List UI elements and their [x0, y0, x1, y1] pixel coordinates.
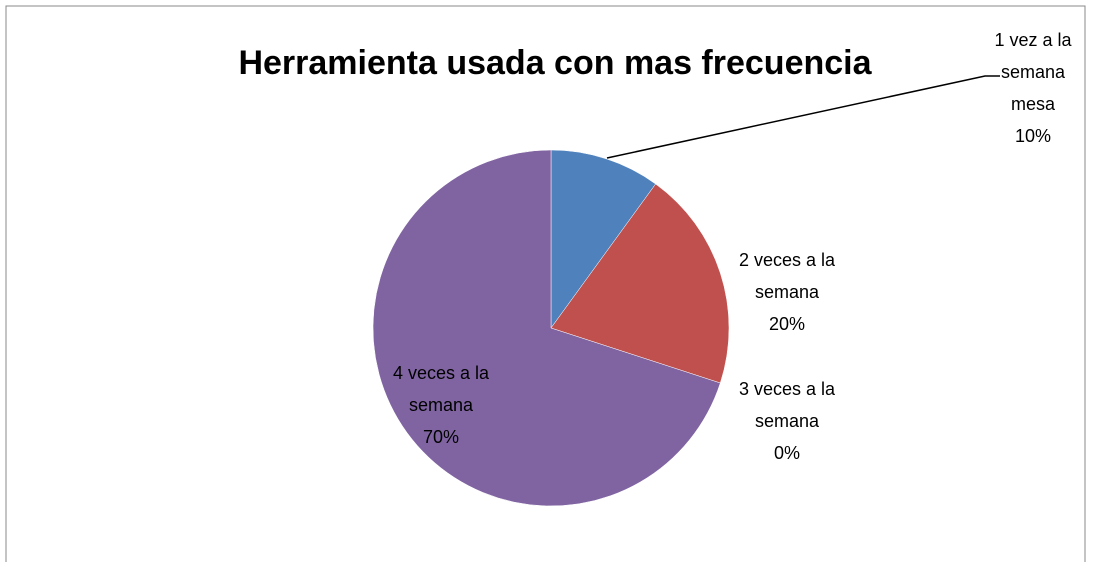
- data-label-category: 2 veces a la semana: [739, 250, 836, 302]
- data-label-value: 0%: [774, 443, 800, 463]
- chart-title: Herramienta usada con mas frecuencia: [238, 44, 872, 82]
- data-label-value: 10%: [1015, 126, 1051, 146]
- data-label-value: 70%: [423, 427, 459, 447]
- data-label-category: 1 vez a la semana mesa: [994, 30, 1072, 114]
- data-label-category: 3 veces a la semana: [739, 379, 836, 431]
- data-label-category: 4 veces a la semana: [393, 363, 490, 415]
- pie-slice: [550, 149, 656, 329]
- data-label-value: 20%: [769, 314, 805, 334]
- pie-slice: [372, 149, 721, 507]
- leader-line: [606, 75, 1000, 159]
- pie-slice: [550, 183, 730, 384]
